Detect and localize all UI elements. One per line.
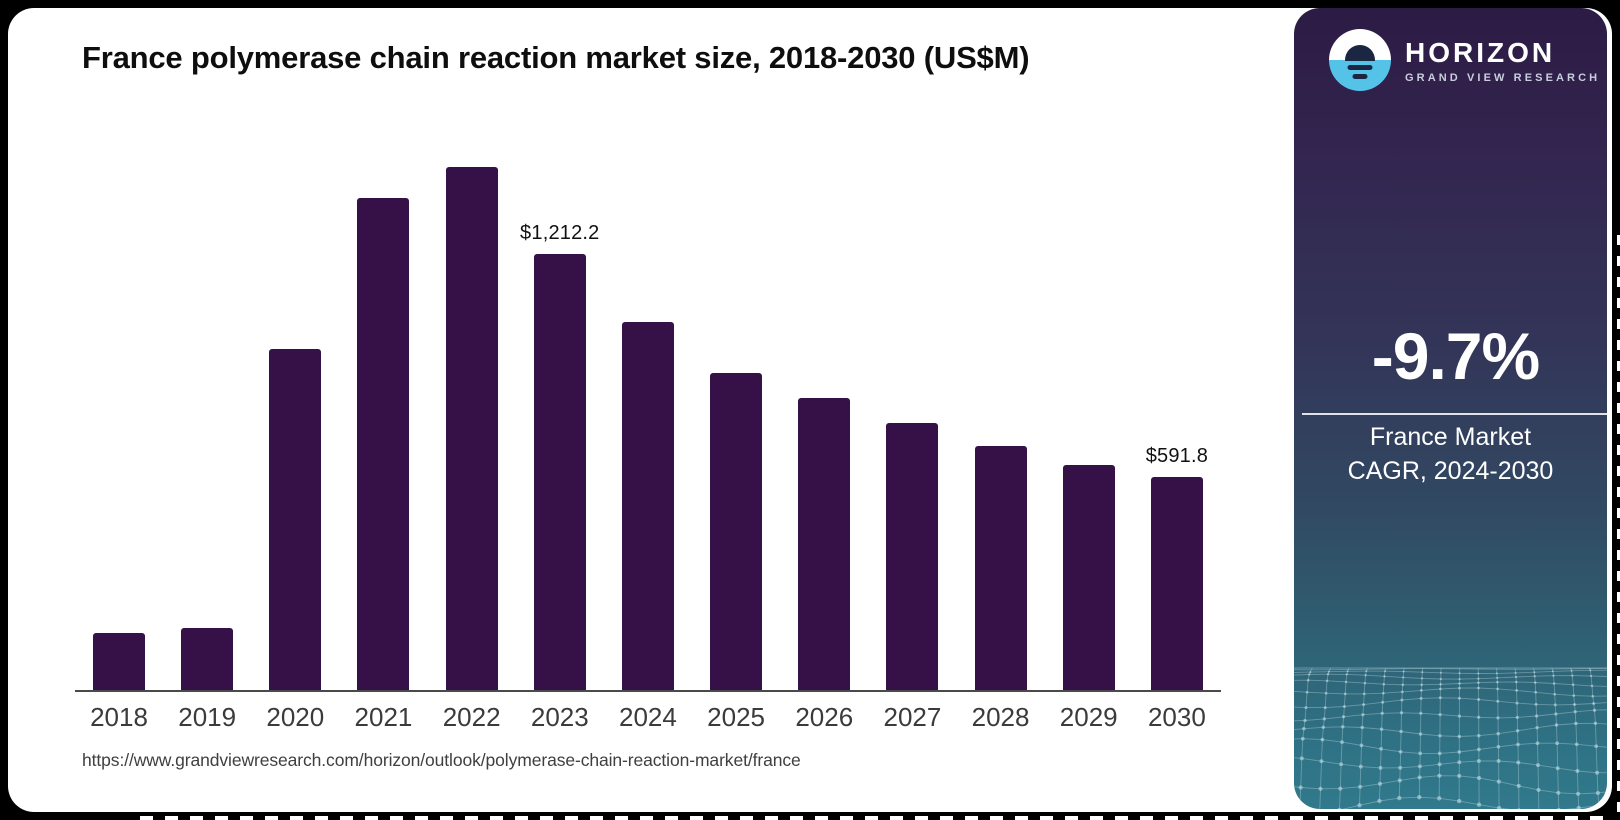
x-tick-2020: 2020 (266, 702, 325, 732)
bar-2024 (621, 322, 674, 690)
x-axis-labels: 2018 2019 2020 2021 2022 2023 2024 2025 2026 2027… (75, 702, 1221, 733)
x-tick-2022: 2022 (442, 702, 501, 732)
x-tick-2025: 2025 (707, 702, 766, 732)
data-label-2023: $1,212.2 (520, 221, 600, 244)
bar-slot-2020 (251, 152, 339, 690)
x-tick-2027: 2027 (883, 702, 942, 732)
bar-2023 (533, 253, 586, 690)
brand-text-block: HORIZON GRAND VIEW RESEARCH (1405, 37, 1600, 84)
bar-2028 (974, 446, 1027, 690)
bar-2018 (93, 632, 145, 690)
source-url: https://www.grandviewresearch.com/horizo… (82, 750, 801, 770)
bar-2019 (181, 627, 234, 690)
brand-subtitle: GRAND VIEW RESEARCH (1405, 71, 1601, 84)
brand-name: HORIZON (1405, 36, 1556, 68)
x-tick-2026: 2026 (795, 702, 854, 732)
chart-title: France polymerase chain reaction market … (82, 40, 1030, 75)
data-label-2030: $591.8 (1145, 445, 1209, 467)
sun-dome-shape (1345, 45, 1375, 61)
bar-slot-2022 (428, 152, 516, 690)
bar-slot-2027 (868, 152, 956, 690)
bar-slot-2028 (957, 152, 1045, 690)
cagr-caption-line2: CAGR, 2024-2030 (1347, 457, 1554, 485)
x-tick-2028: 2028 (971, 702, 1030, 732)
wireframe-terrain-decoration (1294, 667, 1607, 809)
x-tick-2024: 2024 (619, 702, 677, 732)
x-tick-2023: 2023 (530, 702, 589, 732)
x-tick-2029: 2029 (1059, 702, 1118, 732)
cagr-value: -9.7% (1371, 319, 1540, 393)
cagr-caption-line1: France Market (1369, 423, 1532, 451)
x-tick-2030: 2030 (1147, 702, 1206, 732)
bar-slot-2023: $1,212.2 (516, 152, 604, 690)
sidebar-panel: HORIZON GRAND VIEW RESEARCH -9.7% France… (1294, 8, 1607, 809)
clipped-bottom-dashes-decoration (140, 816, 1614, 820)
bar-2025 (710, 372, 763, 690)
cagr-caption: France Market CAGR, 2024-2030 (1294, 420, 1607, 488)
bar-slot-2029 (1045, 152, 1133, 690)
bar-slot-2025 (692, 152, 780, 690)
bar-slot-2030: $591.8 (1133, 152, 1221, 690)
bar-2020 (269, 348, 322, 690)
bar-2027 (886, 422, 939, 690)
x-tick-2021: 2021 (354, 702, 413, 732)
x-tick-2019: 2019 (178, 702, 237, 732)
bar-chart-plot-area: $1,212.2 $591.8 (75, 152, 1221, 692)
bar-slot-2019 (163, 152, 251, 690)
brand-logo: HORIZON GRAND VIEW RESEARCH (1329, 29, 1600, 91)
bar-2026 (798, 398, 851, 690)
clipped-right-dashes-decoration (1617, 235, 1620, 814)
bar-2022 (445, 167, 498, 690)
stat-divider (1302, 413, 1607, 415)
bar-2030 (1150, 477, 1203, 690)
bar-slot-2026 (780, 152, 868, 690)
horizon-line-shape-small (1352, 74, 1368, 79)
horizon-line-shape (1347, 65, 1373, 70)
bar-2021 (357, 197, 410, 690)
bar-2029 (1062, 464, 1115, 690)
report-card: France polymerase chain reaction market … (8, 8, 1612, 812)
bar-slot-2024 (604, 152, 692, 690)
bar-slot-2018 (75, 152, 163, 690)
horizon-sun-icon (1329, 29, 1391, 91)
bar-slot-2021 (339, 152, 427, 690)
x-tick-2018: 2018 (90, 702, 148, 732)
